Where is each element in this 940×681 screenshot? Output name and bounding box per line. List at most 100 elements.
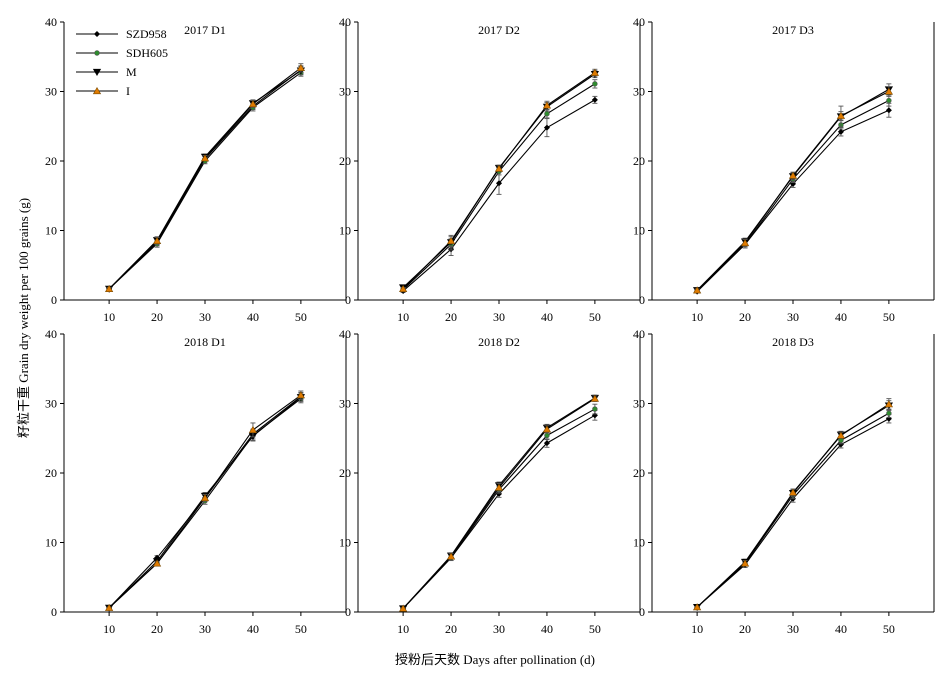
x-tick-label: 10 [691,622,703,636]
data-point [788,488,798,496]
series-sdh605 [106,394,304,611]
data-point [884,400,894,408]
panel-title: 2018 D2 [478,335,520,349]
x-tick-label: 10 [397,310,409,324]
data-point [200,494,210,502]
data-point [494,164,504,172]
y-tick-label: 20 [45,154,57,168]
data-point [789,180,797,187]
series-line [696,405,890,608]
y-tick-label: 40 [45,15,57,29]
legend-entry-szd958: SZD958 [76,27,167,41]
series-line [696,88,890,291]
data-point [446,552,456,560]
y-tick-label: 40 [339,327,351,341]
data-point [740,239,750,247]
legend-label: M [126,65,137,79]
panel-3: 0 10 20 30 40 10 20 30 40 50 2017 D3 [633,15,935,324]
x-tick-label: 50 [883,622,895,636]
data-point [886,410,892,416]
panel-title: 2018 D1 [184,335,226,349]
series-line [696,109,890,293]
data-point [152,236,162,245]
data-point [592,406,598,412]
data-point [446,236,456,245]
x-tick-label: 50 [295,310,307,324]
series-m [104,66,306,293]
data-point [104,284,114,292]
panel-title: 2017 D3 [772,23,814,37]
legend-label: I [126,84,130,98]
panel-title: 2017 D2 [478,23,520,37]
data-point [836,431,846,439]
x-tick-label: 40 [835,310,847,324]
data-point [398,604,408,612]
series-m [692,400,894,612]
data-point [542,101,552,109]
panel-1: 0 10 20 30 40 10 20 30 40 50 2017 D1 [45,15,347,324]
y-tick-label: 10 [339,536,351,550]
x-tick-label: 30 [199,310,211,324]
x-tick-label: 20 [739,622,751,636]
series-i [398,68,600,292]
series-line [696,418,890,608]
panel-5: 0 10 20 30 40 10 20 30 40 50 2018 D2 [339,327,641,636]
x-tick-label: 20 [445,622,457,636]
data-point [886,97,892,104]
panel-2: 0 10 20 30 40 10 20 30 40 50 2017 D2 [339,15,641,324]
series-i [398,394,600,612]
data-point [885,415,892,422]
data-point [592,81,598,87]
x-tick-label: 30 [493,310,505,324]
x-axis-label: 授粉后天数 Days after pollination (d) [395,652,595,667]
x-tick-label: 20 [151,310,163,324]
x-tick-label: 10 [397,622,409,636]
data-point [248,425,258,434]
data-point [296,63,306,71]
y-axis-label: 籽粒干重 Grain dry weight per 100 grains (g) [16,198,31,438]
data-point [104,603,114,611]
x-tick-label: 20 [739,310,751,324]
legend-entry-m: M [76,65,137,79]
series-szd958 [694,102,892,295]
series-line [402,398,596,609]
y-tick-label: 40 [339,15,351,29]
legend-marker [92,87,102,95]
y-tick-label: 20 [339,466,351,480]
y-tick-label: 10 [45,224,57,238]
y-tick-label: 40 [633,327,645,341]
y-tick-label: 40 [633,15,645,29]
x-tick-label: 40 [541,622,553,636]
series-i [692,398,894,611]
data-point [543,124,550,131]
series-line [108,69,302,290]
data-point [494,483,504,491]
y-tick-label: 30 [45,85,57,99]
x-tick-label: 20 [445,310,457,324]
data-point [495,180,503,187]
x-tick-label: 30 [787,622,799,636]
data-point [248,100,258,108]
legend: SZD958 SDH605 MI [76,27,168,98]
x-tick-label: 30 [787,310,799,324]
y-tick-label: 0 [345,293,351,307]
data-point [692,603,702,611]
x-tick-label: 30 [199,622,211,636]
series-line [402,414,596,609]
legend-label: SDH605 [126,46,168,60]
legend-marker [93,30,101,38]
y-tick-label: 10 [45,536,57,550]
y-tick-label: 20 [633,466,645,480]
data-point [837,128,844,135]
data-point [836,111,846,119]
y-tick-label: 20 [45,466,57,480]
data-point [398,284,408,292]
legend-label: SZD958 [126,27,167,41]
panel-6: 0 10 20 30 40 10 20 30 40 50 2018 D3 [633,327,935,636]
data-point [543,440,550,447]
data-point [591,96,598,103]
x-tick-label: 50 [589,310,601,324]
y-tick-label: 0 [51,293,57,307]
x-tick-label: 40 [541,310,553,324]
